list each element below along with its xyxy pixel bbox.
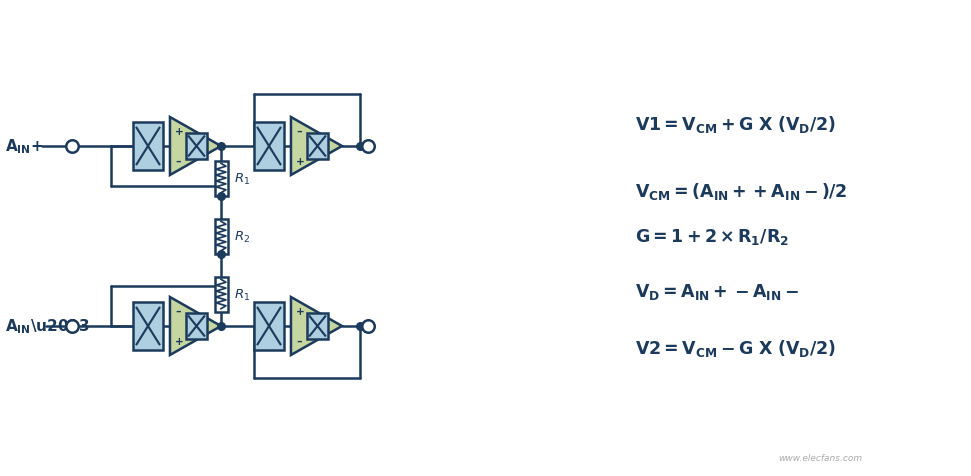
- Text: +: +: [175, 127, 184, 137]
- Bar: [133, 123, 163, 170]
- Text: $\bf{V_{CM} = (A_{IN}+ + A_{IN}-)/2}$: $\bf{V_{CM} = (A_{IN}+ + A_{IN}-)/2}$: [635, 181, 848, 202]
- Polygon shape: [170, 118, 221, 176]
- Text: +: +: [296, 157, 305, 167]
- Text: +: +: [175, 337, 184, 347]
- Text: $\bf{V1 = V_{CM} + G\ X\ (V_{D}/2)}$: $\bf{V1 = V_{CM} + G\ X\ (V_{D}/2)}$: [635, 114, 836, 135]
- Text: –: –: [296, 337, 302, 347]
- Text: $\mathbf{A_{IN}}$\u2013: $\mathbf{A_{IN}}$\u2013: [5, 317, 90, 336]
- Bar: [133, 302, 163, 350]
- Polygon shape: [291, 298, 342, 355]
- Polygon shape: [170, 298, 221, 355]
- Bar: [254, 123, 284, 170]
- Bar: [307, 314, 327, 339]
- Bar: [215, 161, 227, 196]
- Bar: [186, 314, 207, 339]
- Text: $R_1$: $R_1$: [233, 171, 250, 186]
- Text: –: –: [175, 157, 181, 167]
- Text: $\bf{V_D = A_{IN}+ - A_{IN}-}$: $\bf{V_D = A_{IN}+ - A_{IN}-}$: [635, 281, 799, 301]
- Bar: [254, 302, 284, 350]
- Text: $\bf{G = 1 + 2 \times R_1/R_2}$: $\bf{G = 1 + 2 \times R_1/R_2}$: [635, 227, 789, 247]
- Text: +: +: [296, 306, 305, 316]
- Polygon shape: [291, 118, 342, 176]
- Text: $\mathbf{A_{IN}}$+: $\mathbf{A_{IN}}$+: [5, 138, 44, 156]
- Bar: [307, 134, 327, 159]
- Bar: [186, 134, 207, 159]
- Text: $R_2$: $R_2$: [233, 229, 250, 244]
- Text: $\bf{V2 = V_{CM} - G\ X\ (V_{D}/2)}$: $\bf{V2 = V_{CM} - G\ X\ (V_{D}/2)}$: [635, 338, 836, 359]
- Bar: [215, 219, 227, 254]
- Text: www.elecfans.com: www.elecfans.com: [778, 454, 862, 463]
- Text: $R_1$: $R_1$: [233, 287, 250, 302]
- Bar: [215, 277, 227, 312]
- Text: –: –: [296, 127, 302, 137]
- Text: –: –: [175, 306, 181, 316]
